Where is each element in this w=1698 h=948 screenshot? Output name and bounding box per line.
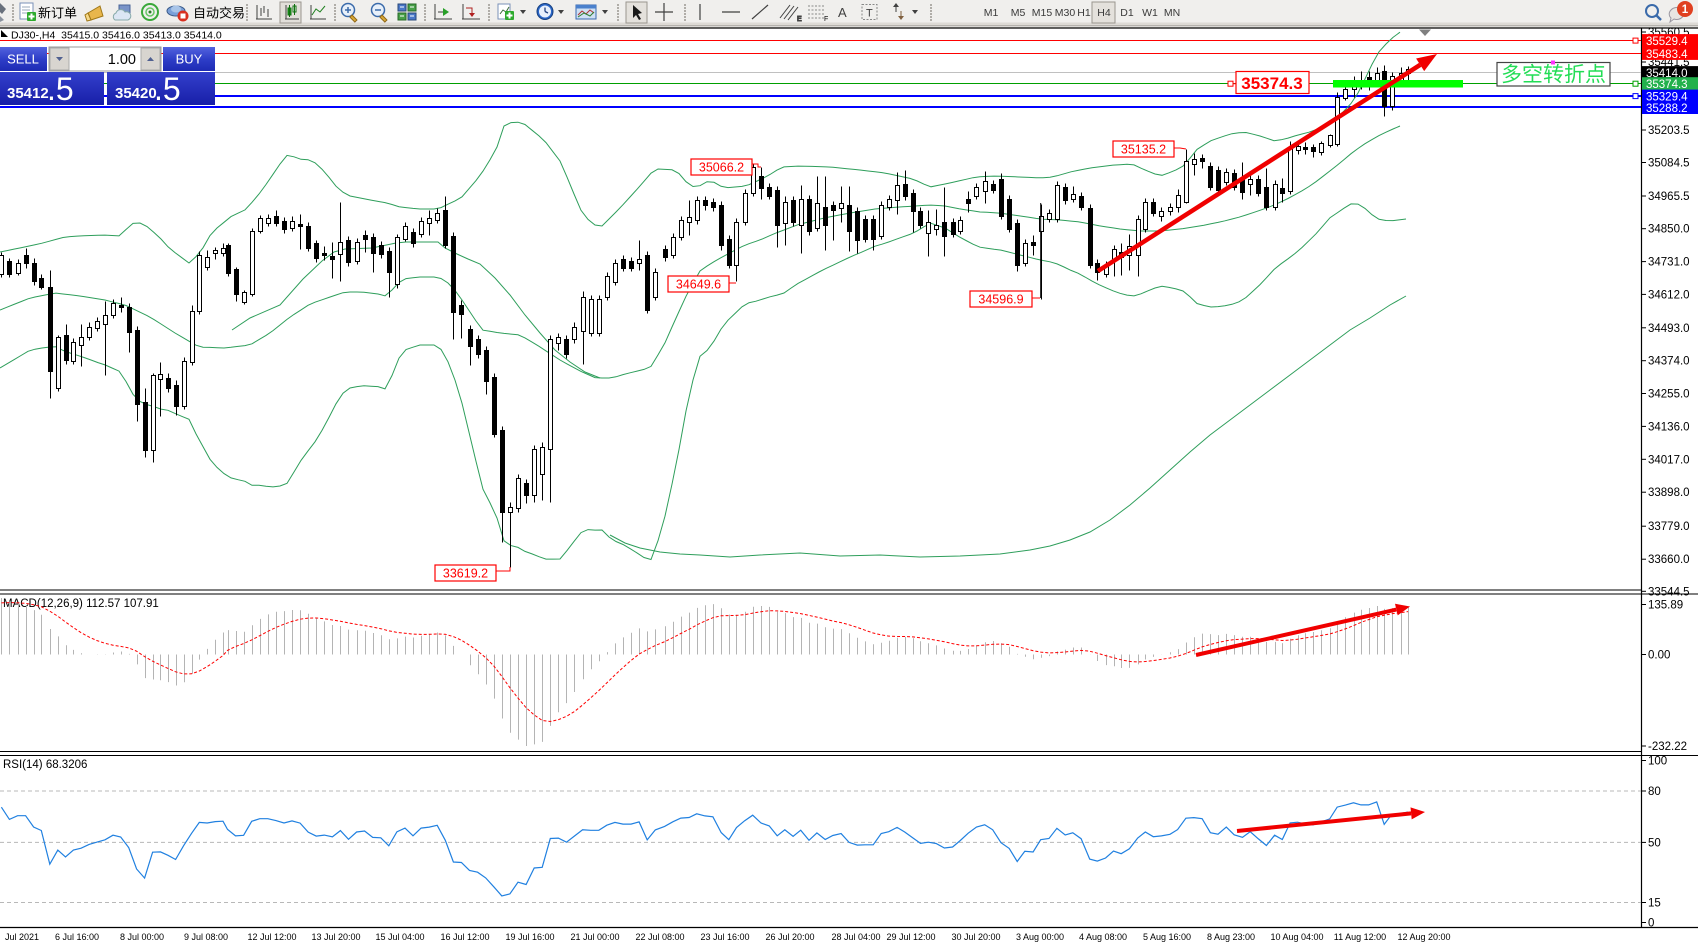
svg-text:.5: .5	[47, 71, 74, 107]
svg-text:80: 80	[1648, 786, 1661, 798]
svg-text:35203.5: 35203.5	[1648, 125, 1690, 137]
svg-text:33779.0: 33779.0	[1648, 521, 1690, 533]
svg-text:34850.0: 34850.0	[1648, 224, 1690, 236]
svg-text:33544.5: 33544.5	[1648, 586, 1690, 598]
svg-text:34493.0: 34493.0	[1648, 323, 1690, 335]
svg-text:100: 100	[1648, 756, 1667, 768]
svg-text:35135.2: 35135.2	[1121, 143, 1166, 157]
svg-text:35412: 35412	[7, 85, 49, 102]
svg-text:35483.4: 35483.4	[1646, 49, 1688, 61]
svg-text:D1: D1	[1120, 7, 1134, 19]
svg-text:26 Jul 20:00: 26 Jul 20:00	[765, 932, 814, 942]
svg-text:3 Aug 00:00: 3 Aug 00:00	[1016, 932, 1064, 942]
svg-text:34136.0: 34136.0	[1648, 421, 1690, 433]
svg-text:15: 15	[1648, 898, 1661, 910]
svg-text:9 Jul 08:00: 9 Jul 08:00	[184, 932, 228, 942]
svg-text:35084.5: 35084.5	[1648, 158, 1690, 170]
svg-text:22 Jul 08:00: 22 Jul 08:00	[635, 932, 684, 942]
svg-text:34017.0: 34017.0	[1648, 454, 1690, 466]
svg-text:35329.4: 35329.4	[1646, 92, 1688, 104]
svg-text:1.00: 1.00	[108, 52, 136, 68]
svg-text:SELL: SELL	[7, 52, 39, 67]
svg-text:12 Jul 12:00: 12 Jul 12:00	[247, 932, 296, 942]
svg-text:T: T	[866, 8, 873, 20]
svg-text:H4: H4	[1097, 7, 1111, 19]
svg-text:15 Jul 04:00: 15 Jul 04:00	[375, 932, 424, 942]
svg-text:A: A	[838, 5, 847, 20]
svg-text:23 Jul 16:00: 23 Jul 16:00	[700, 932, 749, 942]
svg-text:M15: M15	[1032, 7, 1053, 19]
svg-text:0: 0	[1648, 918, 1654, 930]
svg-text:4 Aug 08:00: 4 Aug 08:00	[1079, 932, 1127, 942]
svg-text:33660.0: 33660.0	[1648, 554, 1690, 566]
svg-text:16 Jul 12:00: 16 Jul 12:00	[440, 932, 489, 942]
svg-text:BUY: BUY	[176, 52, 203, 67]
svg-text:34596.9: 34596.9	[978, 293, 1023, 307]
svg-text:34255.0: 34255.0	[1648, 389, 1690, 401]
svg-text:13 Jul 20:00: 13 Jul 20:00	[311, 932, 360, 942]
svg-text:.5: .5	[154, 71, 181, 107]
svg-text:30 Jul 20:00: 30 Jul 20:00	[951, 932, 1000, 942]
svg-text:M5: M5	[1011, 7, 1026, 19]
svg-text:35288.2: 35288.2	[1646, 103, 1688, 115]
svg-text:F: F	[824, 16, 828, 23]
svg-text:35420: 35420	[115, 85, 157, 102]
svg-text:11 Aug 12:00: 11 Aug 12:00	[1334, 932, 1386, 942]
svg-text:34649.6: 34649.6	[676, 278, 721, 292]
svg-text:-232.22: -232.22	[1648, 741, 1687, 753]
svg-text:35066.2: 35066.2	[699, 161, 744, 175]
svg-text:29 Jul 12:00: 29 Jul 12:00	[886, 932, 935, 942]
svg-text:33898.0: 33898.0	[1648, 487, 1690, 499]
svg-text:5 Aug 16:00: 5 Aug 16:00	[1143, 932, 1191, 942]
svg-text:34965.5: 34965.5	[1648, 191, 1690, 203]
svg-text:1: 1	[1682, 4, 1689, 16]
svg-text:DJ30-,H4 35415.0 35416.0 3541: DJ30-,H4 35415.0 35416.0 35413.0 35414.0	[11, 30, 222, 42]
svg-text:0.00: 0.00	[1648, 650, 1670, 662]
svg-text:W1: W1	[1142, 7, 1158, 19]
svg-text:M1: M1	[984, 7, 999, 19]
svg-text:8 Jul 00:00: 8 Jul 00:00	[120, 932, 164, 942]
svg-text:10 Aug 04:00: 10 Aug 04:00	[1270, 932, 1323, 942]
svg-text:34612.0: 34612.0	[1648, 289, 1690, 301]
svg-text:E: E	[797, 16, 802, 23]
svg-text:35529.4: 35529.4	[1646, 36, 1688, 48]
svg-text:6 Jul 16:00: 6 Jul 16:00	[55, 932, 99, 942]
svg-text:135.89: 135.89	[1648, 600, 1683, 612]
svg-text:Jul 2021: Jul 2021	[5, 932, 39, 942]
svg-text:34374.0: 34374.0	[1648, 356, 1690, 368]
svg-text:35441.5: 35441.5	[1648, 57, 1690, 69]
svg-text:28 Jul 04:00: 28 Jul 04:00	[831, 932, 880, 942]
svg-text:RSI(14) 68.3206: RSI(14) 68.3206	[3, 759, 87, 771]
svg-text:M30: M30	[1055, 7, 1076, 19]
svg-text:50: 50	[1648, 837, 1661, 849]
svg-text:21 Jul 00:00: 21 Jul 00:00	[570, 932, 619, 942]
svg-text:19 Jul 16:00: 19 Jul 16:00	[505, 932, 554, 942]
svg-text:35374.3: 35374.3	[1241, 74, 1302, 93]
svg-text:34731.0: 34731.0	[1648, 257, 1690, 269]
svg-text:33619.2: 33619.2	[443, 567, 488, 581]
svg-text:12 Aug 20:00: 12 Aug 20:00	[1397, 932, 1450, 942]
svg-text:H1: H1	[1077, 7, 1091, 19]
svg-text:35374.3: 35374.3	[1646, 79, 1688, 91]
svg-text:MN: MN	[1164, 7, 1180, 19]
svg-text:8 Aug 23:00: 8 Aug 23:00	[1207, 932, 1255, 942]
svg-text:35414.0: 35414.0	[1646, 68, 1688, 80]
